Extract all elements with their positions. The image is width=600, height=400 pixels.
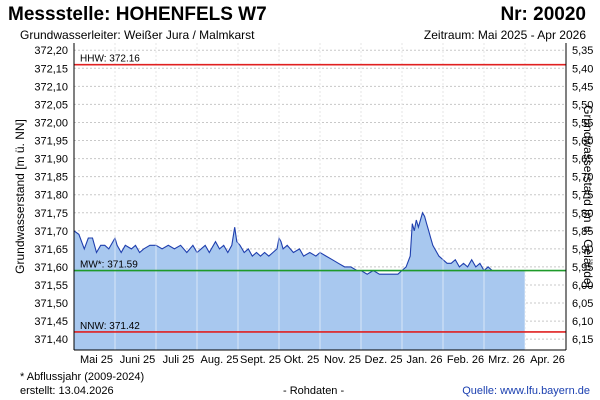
aquifer-label: Grundwasserleiter: Weißer Jura / Malmkar…	[20, 28, 255, 42]
x-tick-label: Dez. 25	[365, 354, 403, 366]
y-tick-label-right: 6,15	[572, 334, 593, 346]
y-axis-title-right: Grundwasserstand [m u. Gelände]	[581, 105, 595, 288]
y-tick-label: 371,80	[34, 190, 68, 202]
x-tick-label: Aug. 25	[201, 354, 239, 366]
x-tick-label: Feb. 26	[447, 354, 484, 366]
station-title: Messstelle: HOHENFELS W7	[8, 4, 267, 25]
y-tick-label-right: 5,80	[572, 208, 593, 220]
y-tick-label-right: 6,00	[572, 280, 593, 292]
reference-label: NNW: 371.42	[80, 321, 140, 332]
y-tick-label-right: 5,65	[572, 154, 593, 166]
y-tick-label: 372,15	[34, 63, 68, 75]
tick-labels: 372,20 5,35 372,15 5,40 372,10 5,45 372,05 5,50…	[34, 45, 593, 366]
y-tick-label: 371,50	[34, 298, 68, 310]
footer-created-date: erstellt: 13.04.2026	[20, 385, 114, 397]
x-tick-label: Nov. 25	[324, 354, 361, 366]
series-line	[73, 211, 525, 275]
y-axis-title-left: Grundwasserstand [m ü. NN]	[13, 119, 27, 274]
y-tick-label: 371,55	[34, 280, 68, 292]
y-tick-label-right: 5,45	[572, 81, 593, 93]
y-tick-label-right: 5,50	[572, 99, 593, 111]
y-tick-label: 371,75	[34, 208, 68, 220]
x-tick-label: Apr. 26	[530, 354, 565, 366]
y-tick-label: 372,05	[34, 99, 68, 111]
y-tick-label: 371,45	[34, 316, 68, 328]
y-tick-label-right: 5,75	[572, 190, 593, 202]
y-tick-label: 371,60	[34, 262, 68, 274]
y-tick-label: 371,95	[34, 136, 68, 148]
series-area	[74, 212, 525, 350]
y-tick-label: 371,85	[34, 172, 68, 184]
data-area	[73, 43, 526, 350]
y-tick-label-right: 5,85	[572, 226, 593, 238]
x-tick-label: Sept. 25	[240, 354, 281, 366]
x-tick-label: Mrz. 26	[488, 354, 525, 366]
x-tick-label: Jan. 26	[406, 354, 442, 366]
x-tick-label: Mai 25	[80, 354, 113, 366]
y-tick-label-right: 5,55	[572, 117, 593, 129]
y-tick-label: 371,40	[34, 334, 68, 346]
reference-lines: HHW: 372.16 MW*: 371.59 NNW: 371.42	[74, 54, 566, 333]
footer-raw-data: - Rohdaten -	[283, 385, 345, 397]
y-tick-label-right: 5,95	[572, 262, 593, 274]
y-tick-label-right: 5,40	[572, 63, 593, 75]
y-tick-label-right: 5,35	[572, 45, 593, 57]
y-tick-label: 371,70	[34, 226, 68, 238]
x-tick-label: Juli 25	[163, 354, 195, 366]
y-tick-label-right: 6,05	[572, 298, 593, 310]
y-tick-label-right: 5,90	[572, 244, 593, 256]
y-tick-label: 371,65	[34, 244, 68, 256]
footer-source-link[interactable]: Quelle: www.lfu.bayern.de	[462, 385, 590, 397]
x-tick-label: Okt. 25	[284, 354, 319, 366]
y-tick-label: 372,10	[34, 81, 68, 93]
y-tick-label-right: 6,10	[572, 316, 593, 328]
y-tick-label-right: 5,60	[572, 136, 593, 148]
station-number: Nr: 20020	[500, 4, 586, 25]
reference-label: MW*: 371.59	[80, 260, 138, 271]
footer-note: * Abflussjahr (2009-2024)	[20, 371, 145, 383]
reference-label: HHW: 372.16	[80, 54, 140, 65]
y-tick-label: 372,20	[34, 45, 68, 57]
y-tick-label: 371,90	[34, 154, 68, 166]
x-tick-label: Juni 25	[120, 354, 155, 366]
period-label: Zeitraum: Mai 2025 - Apr 2026	[423, 28, 586, 42]
axes: Grundwasserstand [m ü. NN] Grundwassersta…	[13, 43, 595, 351]
y-tick-label: 372,00	[34, 117, 68, 129]
y-tick-label-right: 5,70	[572, 172, 593, 184]
